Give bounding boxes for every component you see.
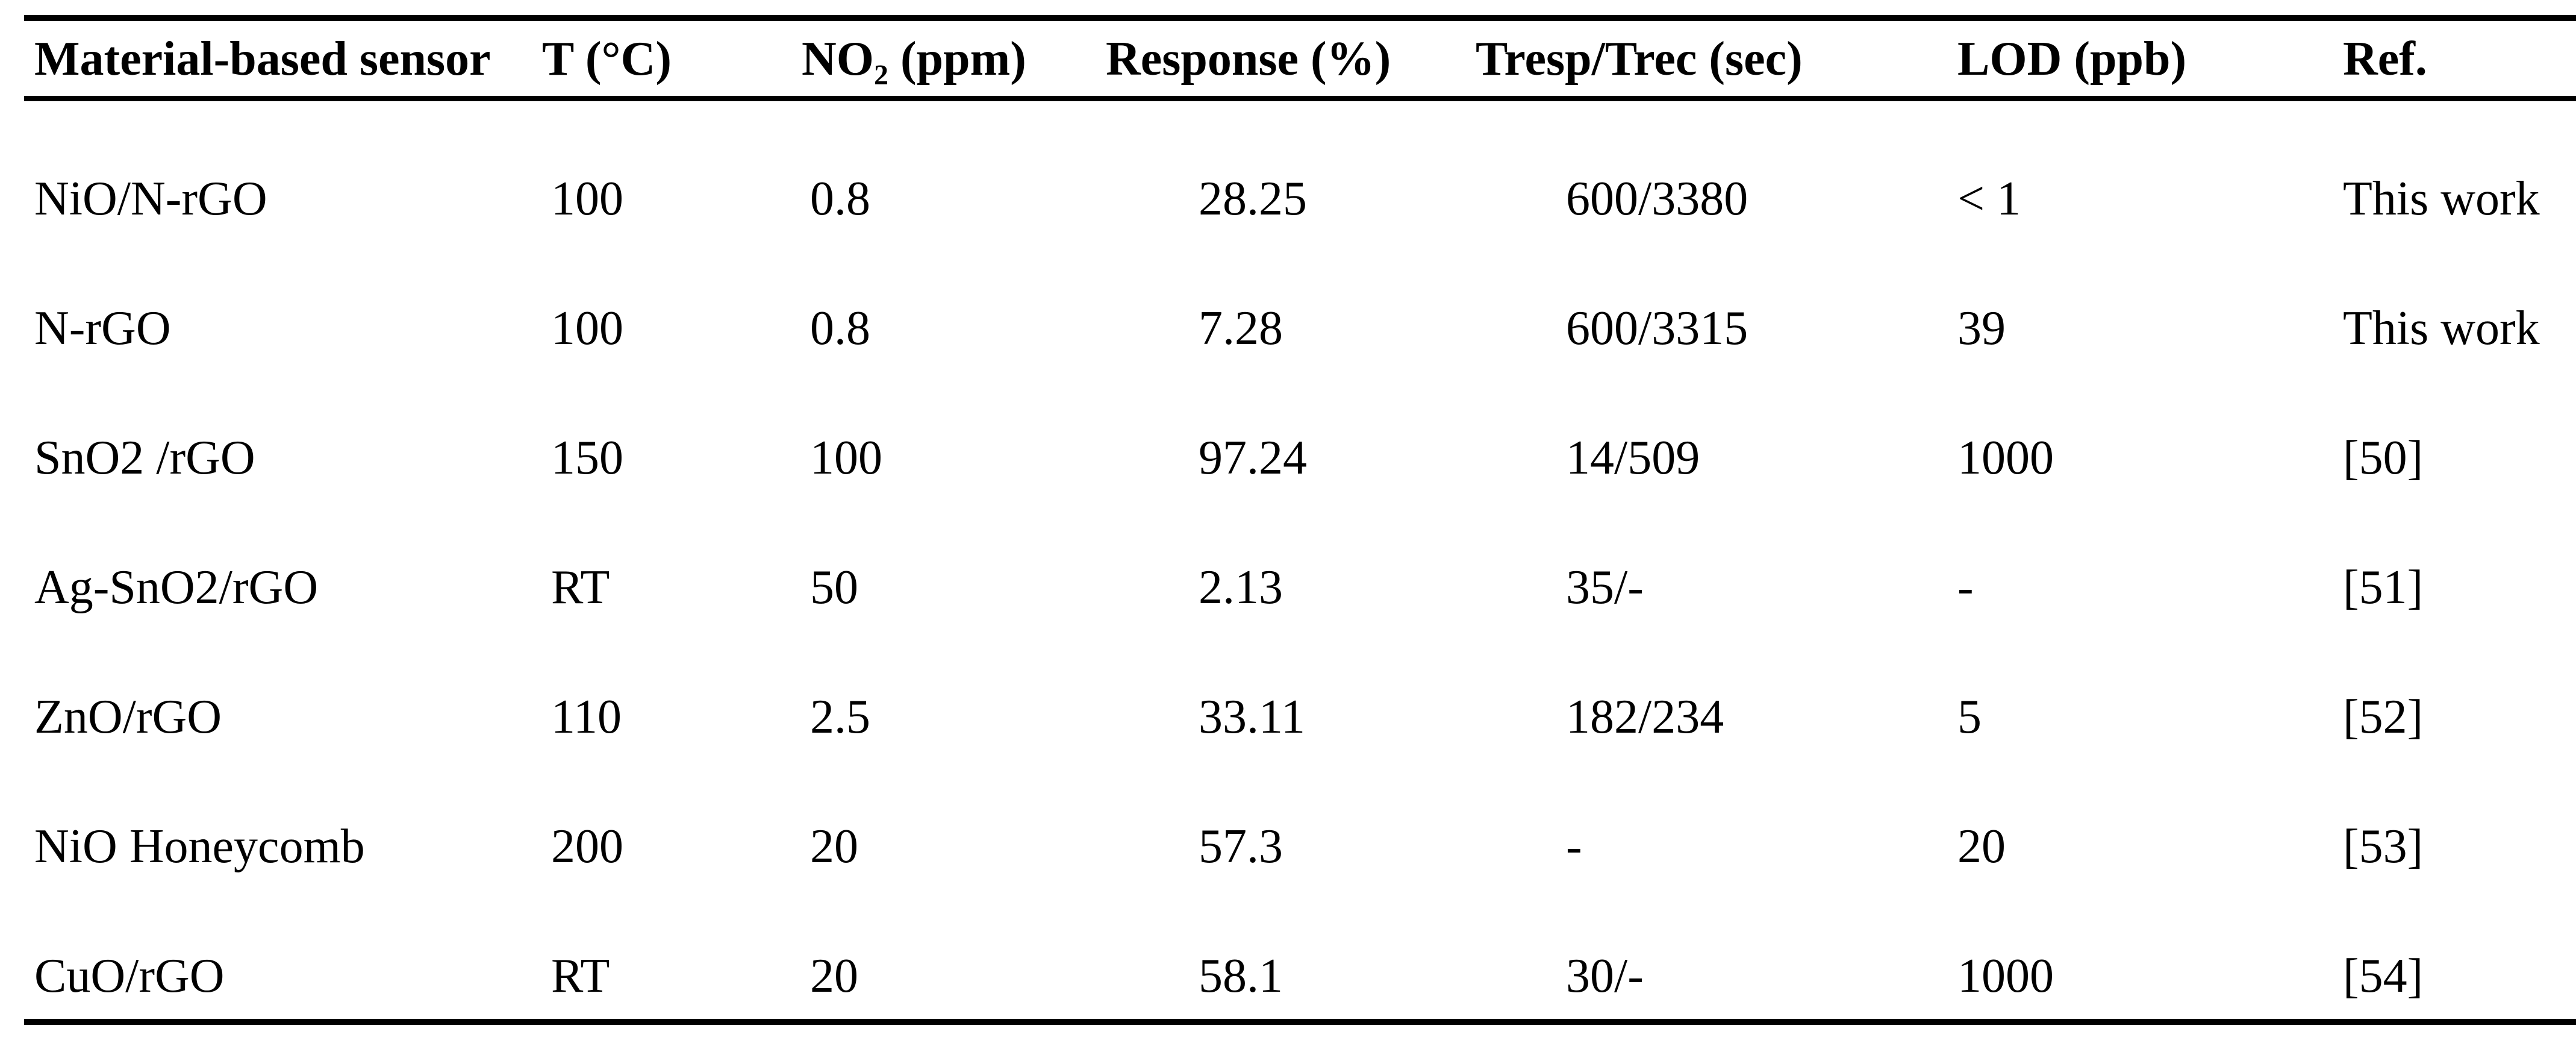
table-cell-lod: 1000 (1957, 950, 2054, 1003)
header-cell-lod: LOD (ppb) (1957, 33, 2187, 86)
table-cell-ref: This work (2343, 172, 2540, 225)
table-cell-no2: 100 (810, 431, 882, 484)
header-cell-ref: Ref. (2343, 33, 2427, 86)
table-cell-material: NiO Honeycomb (34, 820, 365, 873)
table-cell-tresp-trec: 182/234 (1566, 690, 1724, 744)
header-cell-tresp-trec: Tresp/Trec (sec) (1476, 33, 1803, 86)
table-cell-no2: 20 (810, 950, 858, 1003)
table-cell-lod: < 1 (1957, 172, 2021, 225)
table-cell-ref: This work (2343, 302, 2540, 355)
table-row: N-rGO 100 0.8 7.28 600/3315 39 This work (0, 304, 2576, 358)
table-cell-response: 33.11 (1199, 690, 1306, 744)
table-bottom-rule (24, 1019, 2576, 1025)
table-cell-response: 58.1 (1199, 950, 1283, 1003)
table-cell-tresp-trec: - (1566, 820, 1582, 873)
table-cell-tresp-trec: 600/3315 (1566, 302, 1748, 355)
table-cell-lod: 1000 (1957, 431, 2054, 484)
table-cell-temperature: 100 (551, 172, 623, 225)
table-cell-material: N-rGO (34, 302, 171, 355)
table-cell-material: NiO/N-rGO (34, 172, 267, 225)
table-cell-ref: [50] (2343, 431, 2424, 484)
header-cell-material: Material-based sensor (34, 33, 491, 86)
table-row: Ag-SnO2/rGO RT 50 2.13 35/- - [51] (0, 563, 2576, 618)
table-cell-temperature: 150 (551, 431, 623, 484)
table-cell-no2: 50 (810, 561, 858, 614)
table-cell-temperature: RT (551, 561, 610, 614)
table-cell-material: CuO/rGO (34, 950, 225, 1003)
table-cell-no2: 0.8 (810, 172, 870, 225)
table-cell-tresp-trec: 35/- (1566, 561, 1644, 614)
table-cell-material: SnO2 /rGO (34, 431, 255, 484)
table-cell-response: 7.28 (1199, 302, 1283, 355)
table-cell-response: 2.13 (1199, 561, 1283, 614)
table-cell-temperature: 110 (551, 690, 622, 744)
table-cell-material: Ag-SnO2/rGO (34, 561, 319, 614)
table-cell-tresp-trec: 14/509 (1566, 431, 1700, 484)
table-cell-no2: 0.8 (810, 302, 870, 355)
table-row: NiO Honeycomb 200 20 57.3 - 20 [53] (0, 822, 2576, 877)
table-row: CuO/rGO RT 20 58.1 30/- 1000 [54] (0, 952, 2576, 1006)
table-cell-ref: [51] (2343, 561, 2424, 614)
header-cell-no2: NO₂ (ppm) (802, 33, 1026, 86)
table-cell-lod: 5 (1957, 690, 1982, 744)
table-row: NiO/N-rGO 100 0.8 28.25 600/3380 < 1 This work (0, 175, 2576, 229)
table-cell-temperature: RT (551, 950, 610, 1003)
table-cell-temperature: 200 (551, 820, 623, 873)
table-cell-lod: 20 (1957, 820, 2006, 873)
table-cell-no2: 2.5 (810, 690, 870, 744)
table-cell-response: 97.24 (1199, 431, 1307, 484)
table-cell-lod: 39 (1957, 302, 2006, 355)
header-cell-temperature: T (°C) (542, 33, 672, 86)
table-cell-material: ZnO/rGO (34, 690, 222, 744)
table-cell-lod: - (1957, 561, 1974, 614)
table-cell-tresp-trec: 600/3380 (1566, 172, 1748, 225)
table-top-rule (24, 15, 2576, 21)
table-cell-no2: 20 (810, 820, 858, 873)
table-row: ZnO/rGO 110 2.5 33.11 182/234 5 [52] (0, 693, 2576, 747)
table-cell-response: 28.25 (1199, 172, 1307, 225)
table-row: SnO2 /rGO 150 100 97.24 14/509 1000 [50] (0, 434, 2576, 488)
table-cell-ref: [53] (2343, 820, 2424, 873)
table-cell-tresp-trec: 30/- (1566, 950, 1644, 1003)
table-cell-temperature: 100 (551, 302, 623, 355)
table-cell-ref: [52] (2343, 690, 2424, 744)
header-cell-response: Response (%) (1106, 33, 1391, 86)
table-header-rule (24, 96, 2576, 101)
table-cell-ref: [54] (2343, 950, 2424, 1003)
table-cell-response: 57.3 (1199, 820, 1283, 873)
